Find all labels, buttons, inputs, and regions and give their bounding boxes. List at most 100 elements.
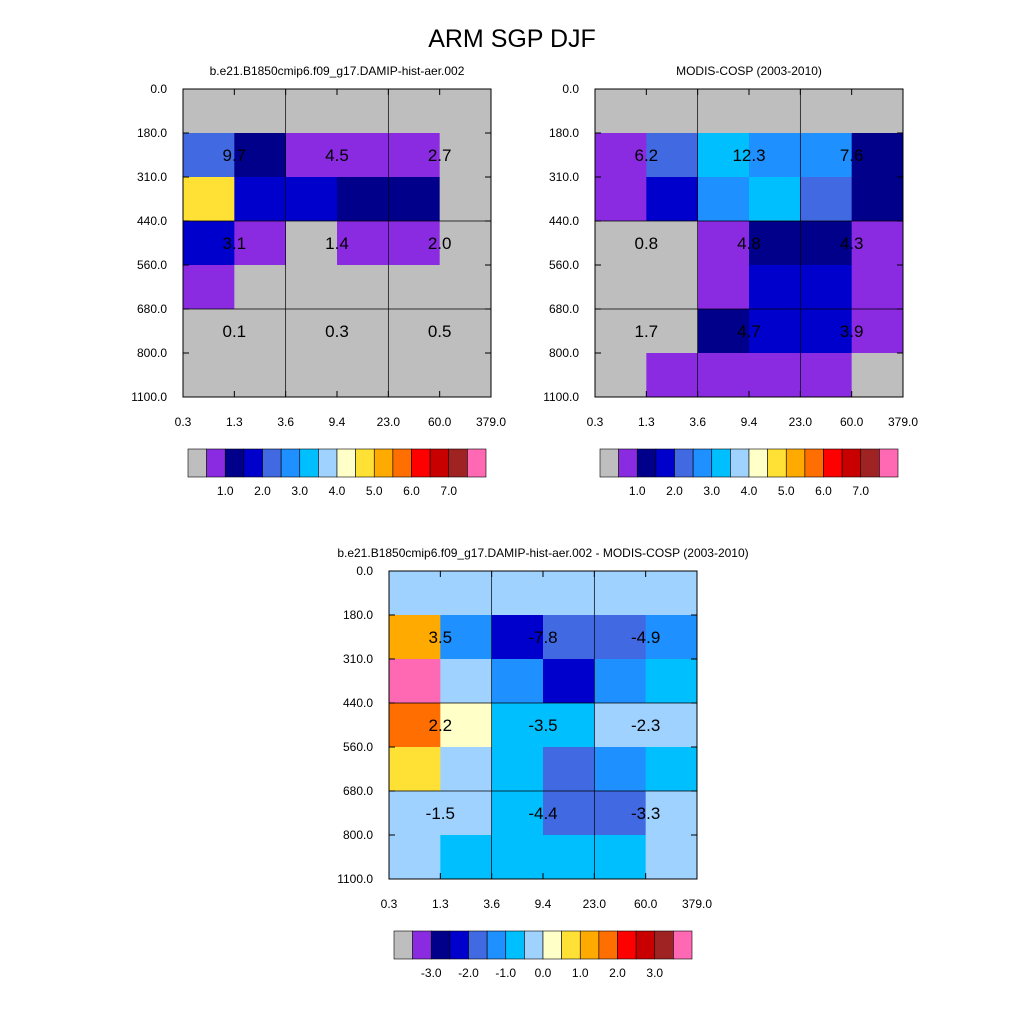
heatmap-cell	[749, 265, 801, 310]
heatmap-cell	[595, 89, 647, 134]
x-tick-label: 379.0	[682, 897, 712, 911]
colorbar-box	[412, 930, 432, 960]
cell-value-label: 3.1	[223, 234, 247, 253]
heatmap-cell	[389, 747, 441, 792]
x-tick-label: 379.0	[476, 415, 506, 429]
x-tick-label: 379.0	[888, 415, 918, 429]
colorbar-box	[505, 930, 525, 960]
heatmap-cell	[800, 89, 853, 134]
cell-value-label: 12.3	[732, 146, 765, 165]
y-tick-label: 800.0	[549, 346, 579, 360]
colorbar-label: 0.0	[535, 966, 552, 980]
colorbar-label: 6.0	[403, 484, 420, 498]
heatmap-cell	[595, 353, 647, 398]
heatmap-cell	[646, 221, 699, 266]
y-tick-label: 680.0	[343, 784, 373, 798]
heatmap-cell	[183, 133, 235, 178]
heatmap-cell	[285, 309, 338, 354]
heatmap-cell	[594, 747, 647, 792]
cell-value-label: -4.4	[528, 804, 557, 823]
colorbar-box	[804, 448, 824, 478]
heatmap-cell	[543, 615, 595, 660]
colorbar-box	[392, 448, 412, 478]
y-tick-label: 560.0	[549, 258, 579, 272]
heatmap-cell	[697, 221, 750, 266]
colorbar-box	[617, 930, 637, 960]
heatmap-cell	[800, 353, 853, 398]
heatmap-cell	[337, 265, 389, 310]
heatmap-cell	[543, 791, 595, 836]
x-tick-label: 60.0	[840, 415, 864, 429]
heatmap-cell	[183, 353, 235, 398]
heatmap-cell	[851, 89, 904, 134]
y-tick-label: 800.0	[137, 346, 167, 360]
cell-value-label: 2.2	[429, 716, 453, 735]
colorbar: 1.0 2.0 3.0 4.0 5.0 6.0 7.0	[187, 448, 487, 498]
colorbar-box	[449, 930, 469, 960]
heatmap-cell	[439, 353, 492, 398]
colorbar-box	[730, 448, 750, 478]
colorbar-label: -1.0	[495, 966, 516, 980]
heatmap-cell	[234, 353, 287, 398]
heatmap-cell	[543, 571, 595, 616]
cell-value-label: 3.5	[429, 628, 453, 647]
heatmap-cell	[388, 265, 441, 310]
colorbar-box	[467, 448, 487, 478]
colorbar-box	[674, 448, 694, 478]
heatmap-cell	[285, 89, 338, 134]
colorbar-box	[542, 930, 562, 960]
y-tick-label: 1100.0	[131, 390, 167, 404]
heatmap-cell	[440, 571, 493, 616]
heatmap-cell	[645, 835, 698, 880]
colorbar-label: 2.0	[666, 484, 683, 498]
heatmap-cell	[543, 835, 595, 880]
heatmap-cell	[697, 177, 750, 222]
colorbar-label: 1.0	[572, 966, 589, 980]
cell-value-label: -3.3	[631, 804, 660, 823]
heatmap-cell	[595, 265, 647, 310]
heatmap-cell	[440, 835, 493, 880]
heatmap-cell	[439, 177, 492, 222]
colorbar-box	[430, 930, 451, 960]
heatmap-cell	[646, 133, 699, 178]
heatmap-cell	[440, 703, 493, 748]
heatmap-cell	[389, 835, 441, 880]
colorbar-label: 7.0	[440, 484, 457, 498]
x-tick-label: 23.0	[377, 415, 401, 429]
heatmap-cell	[645, 615, 698, 660]
x-tick-label: 23.0	[583, 897, 607, 911]
heatmap-cell	[439, 265, 492, 310]
heatmap-cell	[234, 89, 287, 134]
colorbar-box	[748, 448, 768, 478]
heatmap-cell	[800, 133, 853, 178]
colorbar-box	[598, 930, 618, 960]
panel-title: MODIS-COSP (2003-2010)	[676, 64, 822, 78]
x-tick-label: 1.3	[226, 415, 243, 429]
heatmap-cell	[389, 571, 441, 616]
heatmap-cell	[285, 177, 338, 222]
heatmap-cell	[285, 221, 338, 266]
colorbar-box	[823, 448, 843, 478]
colorbar-box	[280, 448, 301, 478]
cell-value-label: -1.5	[426, 804, 455, 823]
colorbar-box	[860, 448, 880, 478]
colorbar-label: 4.0	[329, 484, 346, 498]
colorbar-box	[429, 448, 450, 478]
colorbar-label: 3.0	[703, 484, 720, 498]
y-tick-label: 0.0	[150, 82, 167, 96]
heatmap-cell	[389, 703, 441, 748]
colorbar-box	[579, 930, 600, 960]
heatmap-cell	[749, 221, 801, 266]
x-tick-label: 0.3	[587, 415, 604, 429]
y-tick-label: 560.0	[137, 258, 167, 272]
heatmap-cell	[697, 89, 750, 134]
colorbar-box	[355, 448, 375, 478]
colorbar-label: 2.0	[254, 484, 271, 498]
heatmap-cell	[851, 309, 904, 354]
cell-value-label: 2.7	[428, 146, 452, 165]
heatmap-cell	[697, 353, 750, 398]
heatmap-cell	[646, 309, 699, 354]
heatmap-cell	[543, 703, 595, 748]
heatmap-cell	[440, 615, 493, 660]
